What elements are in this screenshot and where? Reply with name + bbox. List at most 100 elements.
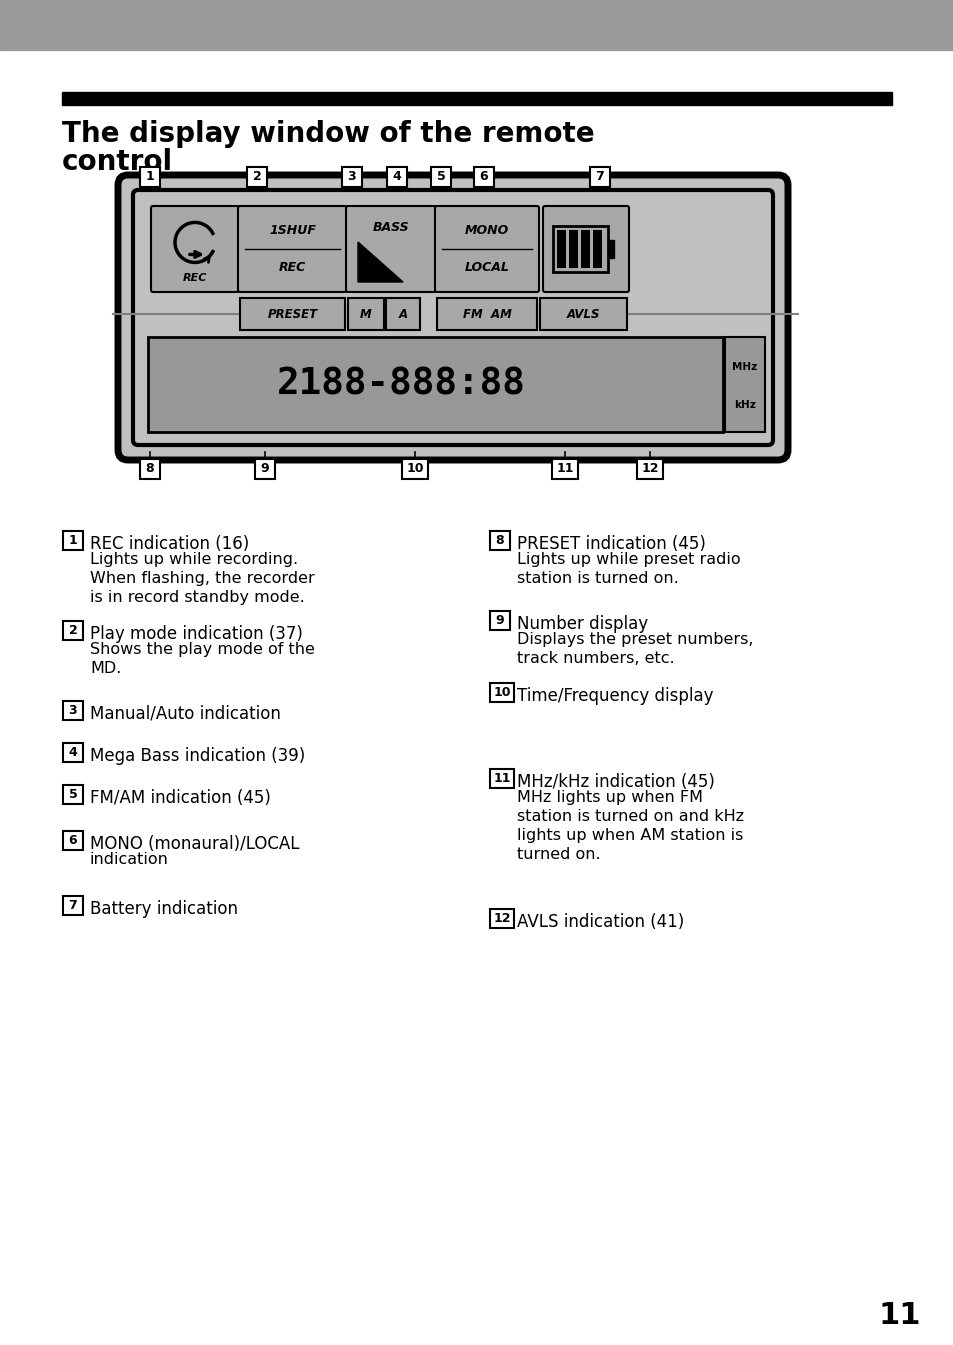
Bar [490,683,514,702]
Text: 11: 11 [556,463,573,476]
Text: 10: 10 [406,463,423,476]
Text: A: A [398,308,407,320]
Text: Manual/Auto indication: Manual/Auto indication [90,705,280,724]
Text: REC: REC [278,261,306,274]
Bar [474,167,494,187]
Bar [63,531,83,550]
Bar [387,167,407,187]
Text: 3: 3 [347,171,355,183]
Bar [63,831,83,850]
Bar [724,338,764,432]
Text: When flashing, the recorder: When flashing, the recorder [90,570,314,586]
Bar [490,611,510,629]
FancyBboxPatch shape [118,175,787,460]
Bar [140,459,160,479]
Text: M: M [359,308,372,320]
Text: MHz lights up when FM: MHz lights up when FM [517,790,702,804]
Bar [140,167,160,187]
Text: Play mode indication (37): Play mode indication (37) [90,625,302,643]
Text: lights up when AM station is: lights up when AM station is [517,827,742,843]
Text: 2: 2 [69,624,77,638]
Bar [490,531,510,550]
Text: station is turned on and kHz: station is turned on and kHz [517,808,743,823]
Bar [348,299,384,330]
Text: 12: 12 [640,463,659,476]
Bar [490,909,514,928]
Text: Displays the preset numbers,: Displays the preset numbers, [517,632,753,647]
Text: Lights up while recording.: Lights up while recording. [90,551,297,566]
Text: 3: 3 [69,703,77,717]
Text: 6: 6 [479,171,488,183]
Bar [401,459,428,479]
Text: FM/AM indication (45): FM/AM indication (45) [90,790,271,807]
Bar [386,299,419,330]
Text: Number display: Number display [517,615,647,633]
Text: MD.: MD. [90,660,121,675]
Bar [557,230,565,268]
Text: 6: 6 [69,834,77,847]
Bar [63,896,83,915]
Bar [490,769,514,788]
Text: 4: 4 [69,746,77,759]
Text: 7: 7 [595,171,604,183]
Bar [568,230,578,268]
Bar [341,167,361,187]
FancyBboxPatch shape [542,206,628,292]
Text: 8: 8 [146,463,154,476]
Text: 9: 9 [496,615,504,627]
Text: Shows the play mode of the: Shows the play mode of the [90,642,314,656]
Bar [247,167,267,187]
Text: 7: 7 [69,898,77,912]
Bar [552,459,578,479]
Text: station is turned on.: station is turned on. [517,570,678,586]
Text: Lights up while preset radio: Lights up while preset radio [517,551,740,566]
Text: The display window of the remote: The display window of the remote [62,120,594,148]
Text: 1: 1 [146,171,154,183]
Text: MHz/kHz indication (45): MHz/kHz indication (45) [517,773,714,791]
Text: 11: 11 [878,1301,921,1329]
Text: 5: 5 [436,171,445,183]
Text: AVLS indication (41): AVLS indication (41) [517,913,683,931]
Text: 8: 8 [496,534,504,547]
Text: 4: 4 [393,171,401,183]
Text: 2188-888:88: 2188-888:88 [276,366,525,402]
Text: track numbers, etc.: track numbers, etc. [517,651,674,666]
Bar [539,299,626,330]
FancyBboxPatch shape [435,206,538,292]
Bar [607,239,614,258]
Bar [589,167,609,187]
Text: is in record standby mode.: is in record standby mode. [90,590,304,605]
Text: 11: 11 [493,772,510,785]
FancyBboxPatch shape [237,206,347,292]
Bar [254,459,274,479]
Text: turned on.: turned on. [517,847,600,862]
Text: control: control [62,148,172,176]
Bar [637,459,662,479]
Bar [63,785,83,804]
Text: MHz: MHz [732,362,757,373]
Text: MONO: MONO [464,223,509,237]
FancyBboxPatch shape [346,206,436,292]
Text: kHz: kHz [733,401,755,410]
Text: 12: 12 [493,912,510,925]
Bar [593,230,601,268]
Bar [553,226,607,272]
Bar [436,299,537,330]
Bar [580,230,589,268]
Text: LOCAL: LOCAL [464,261,509,274]
Text: 2: 2 [253,171,261,183]
Text: REC indication (16): REC indication (16) [90,535,249,553]
Text: Battery indication: Battery indication [90,900,237,919]
Text: BASS: BASS [373,221,409,234]
Bar [63,621,83,640]
Bar [62,91,891,105]
Text: MONO (monaural)/LOCAL: MONO (monaural)/LOCAL [90,835,299,853]
Text: 10: 10 [493,686,510,699]
Bar [63,701,83,720]
Bar [431,167,451,187]
Text: Mega Bass indication (39): Mega Bass indication (39) [90,746,305,765]
Bar [148,338,722,432]
FancyBboxPatch shape [151,206,239,292]
Polygon shape [357,242,402,282]
Text: 1: 1 [69,534,77,547]
